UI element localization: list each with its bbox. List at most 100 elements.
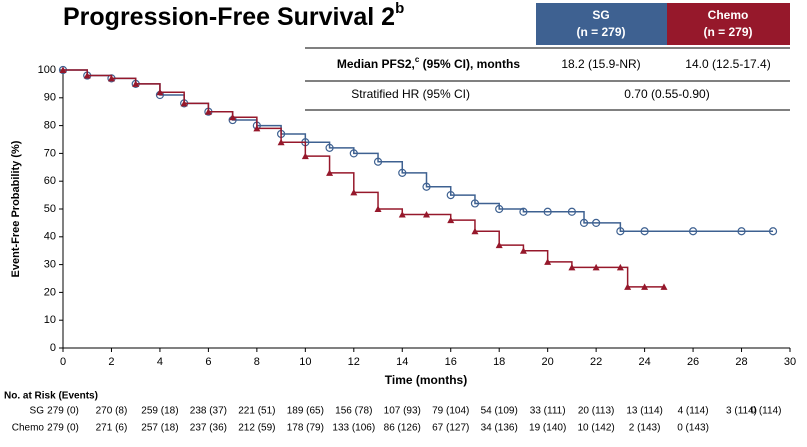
risk-value: 79 (104) [432,406,469,417]
censor-mark [567,207,577,216]
risk-value: 212 (59) [238,423,275,434]
risk-value: 107 (93) [384,406,421,417]
censor-mark [768,227,778,236]
row-label-rest: (95% CI), months [419,57,520,71]
risk-value: 3 (114) [726,406,757,417]
y-tick-label: 50 [44,203,56,215]
censor-mark [544,258,552,265]
risk-value: 67 (127) [432,423,469,434]
risk-value: 133 (106) [332,423,375,434]
censor-mark [59,66,67,73]
title-sup: b [395,0,404,17]
header-name: SG [592,8,609,22]
censor-mark [156,88,164,96]
risk-value: 221 (51) [238,406,275,417]
risk-row-label: Chemo [12,423,45,434]
risk-value: 86 (126) [384,423,421,434]
x-tick-label: 24 [638,356,650,368]
censor-mark [374,205,382,212]
header-name: Chemo [708,8,749,22]
censor-mark [616,227,625,236]
row-label-sup: c [415,55,420,64]
row-value: 0.70 (0.55-0.90) [624,87,709,101]
risk-value: 156 (78) [335,406,372,417]
risk-row-label: SG [30,406,45,417]
y-tick-label: 10 [44,314,56,326]
x-tick-label: 20 [542,356,554,368]
x-axis-label: Time (months) [385,373,467,387]
y-tick-label: 30 [44,259,56,271]
x-tick-label: 10 [299,356,311,368]
x-tick-label: 12 [348,356,360,368]
risk-value: 2 (143) [629,423,661,434]
risk-value: 270 (8) [96,406,128,417]
risk-value: 279 (0) [47,423,79,434]
censor-mark [326,169,334,176]
row-label: Median PFS2,c (95% CI), months [337,55,520,71]
risk-value: 10 (142) [578,423,615,434]
risk-value: 238 (37) [190,406,227,417]
y-tick-label: 70 [44,147,56,159]
risk-value: 279 (0) [47,406,79,417]
y-tick-label: 100 [38,64,56,76]
risk-value: 237 (36) [190,423,227,434]
risk-value: 20 (113) [578,406,615,417]
y-tick-label: 40 [44,231,56,243]
y-tick-label: 0 [50,342,56,354]
censor-mark [660,283,668,290]
censor-mark [180,99,188,107]
censor-mark [447,216,455,224]
risk-value: 271 (6) [96,423,128,434]
title-text: Progression-Free Survival 2 [63,3,395,31]
censor-mark [592,263,600,271]
censor-mark [349,149,358,158]
y-tick-label: 20 [44,286,56,298]
header-n: (n = 279) [703,25,752,39]
censor-mark [568,263,576,271]
x-tick-label: 22 [590,356,602,368]
y-axis-label: Event-Free Probability (%) [10,140,22,277]
censor-mark [301,152,309,160]
censor-mark [688,227,698,236]
censor-mark [519,207,528,216]
censor-mark [640,227,649,236]
censor-mark [495,204,504,214]
censor-mark [83,72,91,79]
censor-mark [543,207,552,216]
risk-value: 189 (65) [287,406,324,417]
censor-mark [132,80,140,87]
x-tick-label: 0 [60,356,66,368]
x-tick-label: 2 [108,356,114,368]
x-tick-label: 26 [687,356,699,368]
censor-mark [253,124,261,132]
risk-value: 34 (136) [481,423,518,434]
row-label: Stratified HR (95% CI) [351,87,470,101]
censor-mark [616,263,624,271]
row-value: 18.2 (15.9-NR) [561,57,640,71]
censor-mark [471,227,479,235]
x-tick-label: 16 [445,356,457,368]
censor-mark [350,188,358,196]
censor-mark [398,168,407,177]
risk-value: 178 (79) [287,423,324,434]
chart-title: Progression-Free Survival 2b [63,0,404,31]
x-tick-label: 4 [157,356,163,368]
risk-value: 54 (109) [481,406,518,417]
censor-mark [325,143,334,152]
risk-value: 259 (18) [141,406,178,417]
sg-header-bg [536,3,667,45]
x-tick-label: 6 [205,356,211,368]
censor-mark [398,211,406,218]
censor-mark [579,218,589,227]
risk-value: 0 (114) [751,406,782,417]
row-value: 14.0 (12.5-17.4) [685,57,770,71]
censor-mark [277,138,285,146]
risk-value: 19 (140) [529,423,566,434]
x-tick-label: 14 [396,356,408,368]
censor-mark [422,182,431,191]
header-n: (n = 279) [576,25,625,39]
risk-value: 4 (114) [678,406,709,417]
censor-mark [204,108,212,115]
y-tick-label: 60 [44,175,56,187]
row-label-text: Median PFS2, [337,57,415,71]
